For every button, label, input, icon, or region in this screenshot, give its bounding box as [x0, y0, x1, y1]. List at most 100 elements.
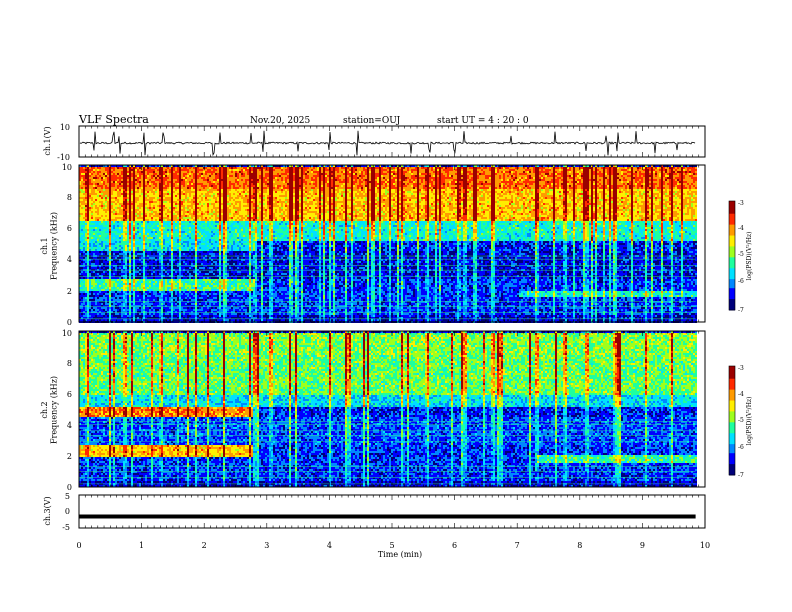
spectrogram-cell: [81, 319, 83, 321]
spectrogram-cell: [129, 185, 131, 187]
spectrogram-cell: [137, 199, 139, 201]
spectrogram-cell: [125, 177, 127, 179]
spectrogram-cell: [95, 203, 97, 205]
spectrogram-cell: [117, 179, 119, 181]
spectrogram-cell: [121, 251, 123, 253]
spectrogram-cell: [127, 227, 129, 229]
spectrogram-cell: [97, 175, 99, 177]
spectrogram-cell: [107, 197, 109, 199]
spectrogram-cell: [111, 179, 113, 181]
spectrogram-cell: [89, 263, 91, 265]
spectrogram-cell: [107, 221, 109, 223]
spectrogram-cell: [115, 229, 117, 231]
spectrogram-cell: [123, 167, 125, 169]
spectrogram-cell: [99, 209, 101, 211]
spectrogram-cell: [139, 309, 141, 311]
spectrogram-cell: [131, 263, 133, 265]
spectrogram-cell: [147, 295, 149, 297]
spectrogram-cell: [111, 191, 113, 193]
spectrogram-cell: [101, 197, 103, 199]
spectrogram-cell: [113, 273, 115, 275]
spectrogram-cell: [111, 175, 113, 177]
spectrogram-cell: [119, 217, 121, 219]
spectrogram-cell: [127, 181, 129, 183]
spectrogram-cell: [105, 211, 107, 213]
spectrogram-cell: [119, 219, 121, 221]
spectrogram-cell: [87, 319, 89, 321]
spectrogram-cell: [83, 223, 85, 225]
spectrogram-cell: [83, 185, 85, 187]
spectrogram-cell: [143, 185, 145, 187]
spectrogram-cell: [101, 193, 103, 195]
spectrogram-cell: [87, 239, 89, 241]
spectrogram-cell: [103, 307, 105, 309]
spectrogram-cell: [93, 319, 95, 321]
spectrogram-cell: [131, 187, 133, 189]
spectrogram-cell: [137, 239, 139, 241]
spectrogram-cell: [139, 279, 141, 281]
spectrogram-cell: [139, 277, 141, 279]
spectrogram-cell: [91, 293, 93, 295]
spectrogram-cell: [143, 283, 145, 285]
spectrogram-cell: [129, 303, 131, 305]
spectrogram-cell: [145, 225, 147, 227]
spectrogram-cell: [127, 215, 129, 217]
spectrogram-cell: [139, 247, 141, 249]
spectrogram-cell: [113, 293, 115, 295]
spectrogram-cell: [93, 277, 95, 279]
spectrogram-cell: [113, 181, 115, 183]
spectrogram-cell: [103, 271, 105, 273]
spectrogram-cell: [83, 289, 85, 291]
spectrogram-cell: [139, 297, 141, 299]
spectrogram-cell: [83, 187, 85, 189]
spectrogram-cell: [83, 205, 85, 207]
spectrogram-cell: [125, 263, 127, 265]
spectrogram-cell: [93, 303, 95, 305]
spectrogram-cell: [93, 235, 95, 237]
spectrogram-cell: [99, 187, 101, 189]
spectrogram-cell: [143, 273, 145, 275]
spectrogram-cell: [83, 277, 85, 279]
spectrogram-cell: [91, 287, 93, 289]
spectrogram-cell: [127, 293, 129, 295]
spectrogram-cell: [121, 271, 123, 273]
spectrogram-cell: [121, 189, 123, 191]
spectrogram-cell: [83, 313, 85, 315]
spectrogram-cell: [81, 199, 83, 201]
spectrogram-cell: [83, 285, 85, 287]
spectrogram-cell: [107, 175, 109, 177]
spectrogram-cell: [87, 203, 89, 205]
spectrogram-cell: [111, 211, 113, 213]
spectrogram-cell: [93, 213, 95, 215]
spectrogram-cell: [89, 289, 91, 291]
ch1-spectrogram-image: [79, 165, 697, 323]
spectrogram-cell: [111, 195, 113, 197]
spectrogram-cell: [85, 277, 87, 279]
spectrogram-cell: [105, 167, 107, 169]
spectrogram-cell: [107, 189, 109, 191]
spectrogram-cell: [123, 205, 125, 207]
spectrogram-cell: [123, 207, 125, 209]
spectrogram-cell: [97, 213, 99, 215]
spectrogram-cell: [91, 177, 93, 179]
spectrogram-cell: [117, 229, 119, 231]
spectrogram-cell: [93, 199, 95, 201]
spectrogram-cell: [83, 249, 85, 251]
spectrogram-cell: [105, 225, 107, 227]
spectrogram-cell: [139, 271, 141, 273]
spectrogram-cell: [141, 199, 143, 201]
spectrogram-cell: [127, 299, 129, 301]
spectrogram-cell: [121, 211, 123, 213]
spectrogram-cell: [101, 239, 103, 241]
spectrogram-cell: [141, 313, 143, 315]
spectrogram-cell: [117, 309, 119, 311]
spectrogram-cell: [91, 253, 93, 255]
spectrogram-cell: [119, 175, 121, 177]
spectrogram-cell: [101, 219, 103, 221]
spectrogram-cell: [89, 173, 91, 175]
spectrogram-cell: [123, 257, 125, 259]
spectrogram-cell: [119, 277, 121, 279]
spectrogram-cell: [119, 299, 121, 301]
spectrogram-cell: [123, 225, 125, 227]
spectrogram-cell: [141, 251, 143, 253]
